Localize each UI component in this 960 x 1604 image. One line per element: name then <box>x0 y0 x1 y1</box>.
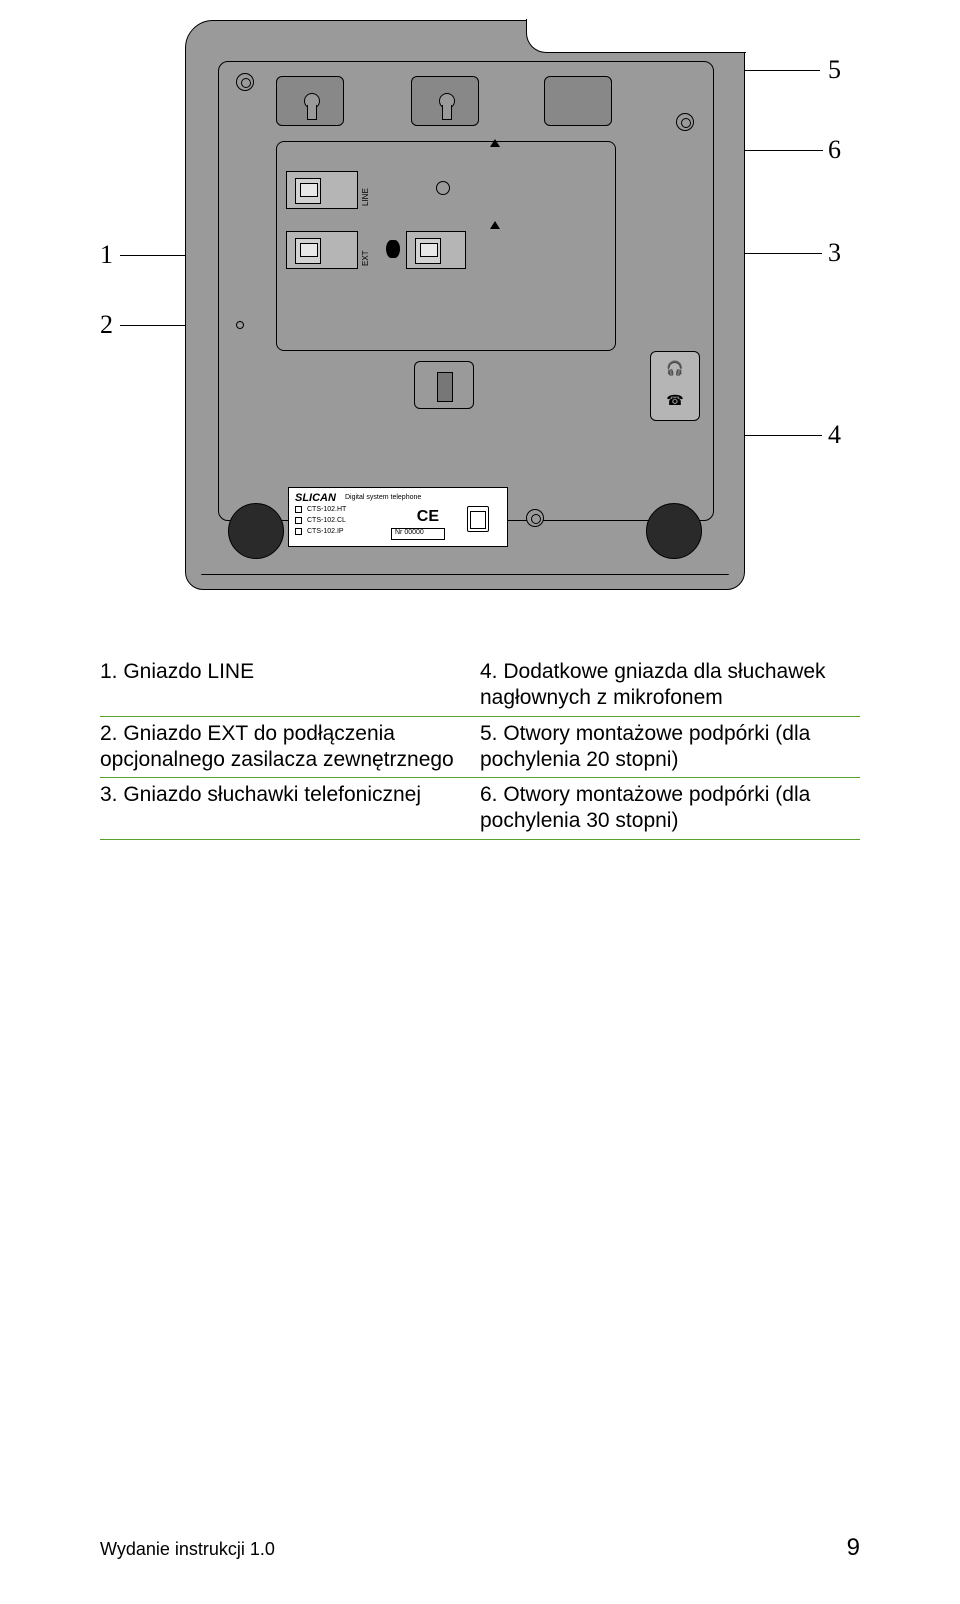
model-row: CTS-102.CL <box>307 517 346 524</box>
brand-subtitle: Digital system telephone <box>345 494 421 501</box>
legend-cell: 4. Dodatkowe gniazda dla słuchawek nagło… <box>480 655 860 716</box>
page-number: 9 <box>847 1534 860 1562</box>
headphone-icon: 🎧 <box>666 360 683 377</box>
ext-label: EXT <box>361 250 370 266</box>
edition-text: Wydanie instrukcji 1.0 <box>100 1539 275 1560</box>
headset-jacks: 🎧 ☎ <box>650 351 700 421</box>
callout-1: 1 <box>100 240 113 270</box>
triangle-marker <box>490 221 500 229</box>
callout-5: 5 <box>828 55 841 85</box>
callout-3: 3 <box>828 238 841 268</box>
ext-jack <box>286 231 358 269</box>
line-label: LINE <box>361 188 370 206</box>
phone-rear-body: LINE EXT 🎧 ☎ SLICAN Digital system telep… <box>185 20 745 590</box>
brand-text: SLICAN <box>295 492 336 504</box>
screw <box>526 509 544 527</box>
screw <box>436 181 450 195</box>
page-footer: Wydanie instrukcji 1.0 9 <box>100 1534 860 1562</box>
table-row: 1. Gniazdo LINE 4. Dodatkowe gniazda dla… <box>100 655 860 716</box>
legend-table: 1. Gniazdo LINE 4. Dodatkowe gniazda dla… <box>100 655 860 840</box>
legend-cell: 6. Otwory montażowe podpórki (dla pochyl… <box>480 778 860 840</box>
screw <box>236 73 254 91</box>
serial-box: Nr 00000 <box>391 528 445 540</box>
notch <box>526 19 746 53</box>
keyhole <box>437 93 455 119</box>
table-row: 2. Gniazdo EXT do podłączenia opcjonalne… <box>100 716 860 778</box>
small-hole <box>236 321 244 329</box>
rubber-foot <box>228 503 284 559</box>
ce-mark: CE <box>417 508 439 526</box>
callout-4: 4 <box>828 420 841 450</box>
bottom-rim <box>201 574 729 575</box>
model-row: CTS-102.IP <box>307 528 344 535</box>
checkbox-icon <box>295 528 302 535</box>
handset-jack <box>406 231 466 269</box>
checkbox-icon <box>295 506 302 513</box>
handset-icon <box>386 240 400 258</box>
screw <box>676 113 694 131</box>
weee-icon <box>467 506 489 532</box>
legend-cell: 3. Gniazdo słuchawki telefonicznej <box>100 778 480 840</box>
callout-2: 2 <box>100 310 113 340</box>
legend-cell: 5. Otwory montażowe podpórki (dla pochyl… <box>480 716 860 778</box>
mount-slot <box>544 76 612 126</box>
triangle-marker <box>490 139 500 147</box>
line-jack <box>286 171 358 209</box>
table-row: 3. Gniazdo słuchawki telefonicznej 6. Ot… <box>100 778 860 840</box>
rubber-foot <box>646 503 702 559</box>
diagram-area: 1 2 5 6 3 4 LINE EXT <box>0 20 960 640</box>
legend-cell: 2. Gniazdo EXT do podłączenia opcjonalne… <box>100 716 480 778</box>
handset-small-icon: ☎ <box>666 392 683 409</box>
legend-cell: 1. Gniazdo LINE <box>100 655 480 716</box>
keyhole <box>302 93 320 119</box>
callout-6: 6 <box>828 135 841 165</box>
label-plate: SLICAN Digital system telephone CTS-102.… <box>288 487 508 547</box>
cable-channel <box>414 361 474 409</box>
checkbox-icon <box>295 517 302 524</box>
model-row: CTS-102.HT <box>307 506 346 513</box>
